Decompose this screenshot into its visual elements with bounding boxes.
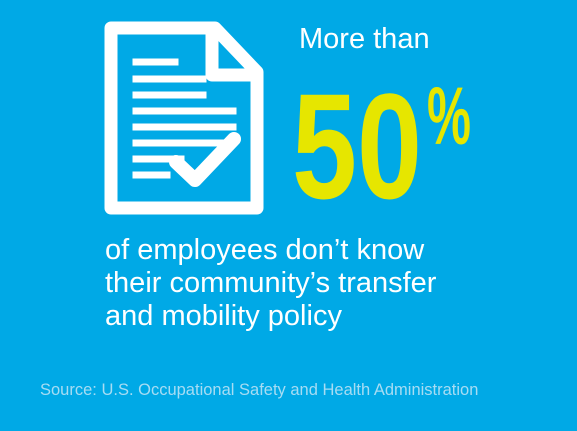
source-citation: Source: U.S. Occupational Safety and Hea… bbox=[40, 381, 479, 399]
body-line: their community’s transfer bbox=[105, 267, 437, 299]
stat-unit: % bbox=[427, 72, 471, 162]
stat-value: 50 bbox=[292, 72, 422, 208]
body-line: and mobility policy bbox=[105, 300, 342, 332]
body-text: of employees don’t know their community’… bbox=[105, 234, 436, 333]
intro-text: More than bbox=[299, 23, 430, 55]
stat-number: 50 % bbox=[292, 72, 471, 208]
document-checkmark-icon bbox=[104, 21, 264, 215]
body-line: of employees don’t know bbox=[105, 234, 425, 266]
